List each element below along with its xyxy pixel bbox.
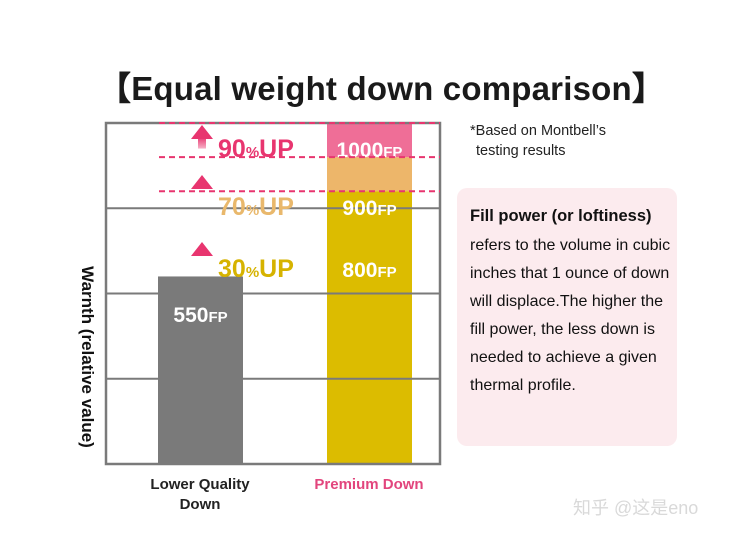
source-note-line1: *Based on Montbell’s xyxy=(470,123,606,139)
info-heading: Fill power (or loftiness) xyxy=(470,207,652,225)
label-lower-550: 550FP xyxy=(173,304,227,327)
x-label-lower-line: Down xyxy=(179,496,221,513)
label-premium-900-number: 900 xyxy=(342,197,377,220)
up-label-pct: 30 xyxy=(218,255,246,283)
up-label-pct: 90 xyxy=(218,135,246,163)
up-label-suffix: UP xyxy=(259,255,294,283)
label-premium-900: 900FP xyxy=(342,197,396,220)
label-lower-550-number: 550 xyxy=(173,304,208,327)
source-note-line2: testing results xyxy=(476,143,566,159)
watermark: 知乎 @这是eno xyxy=(573,498,699,518)
bar-premium-900 xyxy=(327,157,412,192)
label-lower-550-unit: FP xyxy=(208,309,227,326)
bar-premium-800 xyxy=(327,191,412,464)
up-arrow-icon xyxy=(191,242,213,256)
info-box xyxy=(457,188,677,446)
x-label-lower-line: Lower Quality xyxy=(150,476,250,493)
label-premium-1000-unit: FP xyxy=(383,144,402,161)
x-label-lower: Lower Quality Down xyxy=(130,475,270,515)
page-title: 【Equal weight down comparison】 xyxy=(98,70,666,107)
up-label-percent-sign: % xyxy=(246,264,259,281)
source-note: *Based on Montbell’s testing results xyxy=(470,121,606,161)
up-label-70: 70%UP xyxy=(218,193,294,221)
info-body: refers to the volume in cubic inches tha… xyxy=(470,237,671,394)
up-label-pct: 70 xyxy=(218,193,246,221)
label-premium-900-unit: FP xyxy=(377,202,396,219)
up-label-suffix: UP xyxy=(259,193,294,221)
label-premium-1000-number: 1000 xyxy=(337,139,384,162)
bar-lower-550 xyxy=(158,276,243,464)
label-premium-800: 800FP xyxy=(342,259,396,282)
up-arrow-shaft-90 xyxy=(198,137,206,149)
label-premium-800-number: 800 xyxy=(342,259,377,282)
up-label-30: 30%UP xyxy=(218,255,294,283)
up-label-percent-sign: % xyxy=(246,144,259,161)
up-arrow-icon xyxy=(191,175,213,189)
x-label-premium: Premium Down xyxy=(314,476,424,493)
up-label-90: 90%UP xyxy=(218,135,294,163)
up-label-percent-sign: % xyxy=(246,202,259,219)
up-arrow-icon xyxy=(191,125,213,139)
label-premium-800-unit: FP xyxy=(377,264,396,281)
bar-premium-1000 xyxy=(327,123,412,158)
up-label-suffix: UP xyxy=(259,135,294,163)
